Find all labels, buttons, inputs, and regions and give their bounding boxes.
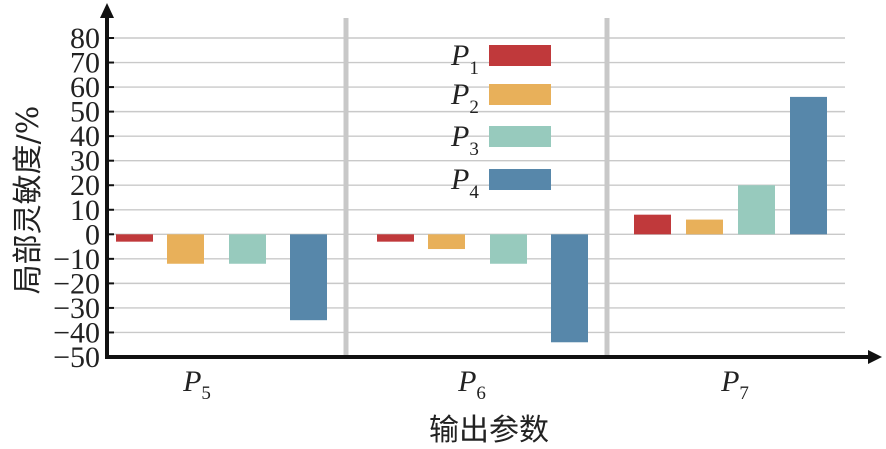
bar-p3-p6 <box>490 234 527 264</box>
bar-p1-p5 <box>116 234 153 242</box>
y-axis-label: 局部灵敏度/% <box>11 106 46 295</box>
legend-label: P1 <box>450 39 479 79</box>
y-tick-label: 0 <box>85 218 100 251</box>
legend-subscript: 1 <box>469 58 479 79</box>
legend-swatch <box>489 45 551 66</box>
bars <box>116 96 827 343</box>
y-tick-label: 80 <box>70 22 100 55</box>
x-axis-arrow <box>868 350 882 364</box>
y-tick-label: −10 <box>53 243 100 276</box>
y-tick-label: 70 <box>70 47 100 80</box>
legend-subscript: 3 <box>469 139 479 160</box>
legend-swatch <box>489 84 551 105</box>
y-tick-label: 40 <box>70 120 100 153</box>
axes <box>100 3 882 364</box>
legend-subscript: 2 <box>469 97 479 118</box>
legend-label: P4 <box>450 163 479 203</box>
bar-p3-p7 <box>738 185 775 235</box>
legend-label: P3 <box>450 120 479 160</box>
y-tick-label: 30 <box>70 145 100 178</box>
bar-p2-p7 <box>686 219 723 235</box>
x-category-subscript: 6 <box>476 383 486 404</box>
y-tick-label: 50 <box>70 96 100 129</box>
x-category-label: P6 <box>457 365 486 404</box>
x-category-label: P7 <box>720 365 749 404</box>
bar-p1-p7 <box>634 214 671 235</box>
bar-p2-p6 <box>428 234 465 250</box>
bar-p3-p5 <box>229 234 266 264</box>
bar-p4-p7 <box>790 96 827 235</box>
x-axis-label: 输出参数 <box>429 413 549 448</box>
y-tick-label: −30 <box>53 292 100 325</box>
x-category-subscript: 5 <box>201 383 211 404</box>
legend-swatch <box>489 126 551 147</box>
y-tick-label: 60 <box>70 71 100 104</box>
bar-p1-p6 <box>377 234 414 242</box>
x-category-labels: P5 P6 P7 <box>182 365 749 404</box>
y-axis-arrow <box>100 3 114 18</box>
y-tick-label: −40 <box>53 316 100 349</box>
x-category-subscript: 7 <box>739 383 749 404</box>
y-tick-label: 10 <box>70 194 100 227</box>
y-tick-label: 20 <box>70 169 100 202</box>
y-tick-label: −50 <box>53 341 100 374</box>
legend-swatch <box>489 169 551 190</box>
x-category-label: P5 <box>182 365 211 404</box>
bar-p4-p6 <box>551 234 588 343</box>
y-tick-label: −20 <box>53 267 100 300</box>
bar-p2-p5 <box>167 234 204 264</box>
grid-lines <box>107 37 845 334</box>
group-separators <box>343 18 610 357</box>
legend-subscript: 4 <box>469 182 479 203</box>
bar-p4-p5 <box>290 234 327 321</box>
